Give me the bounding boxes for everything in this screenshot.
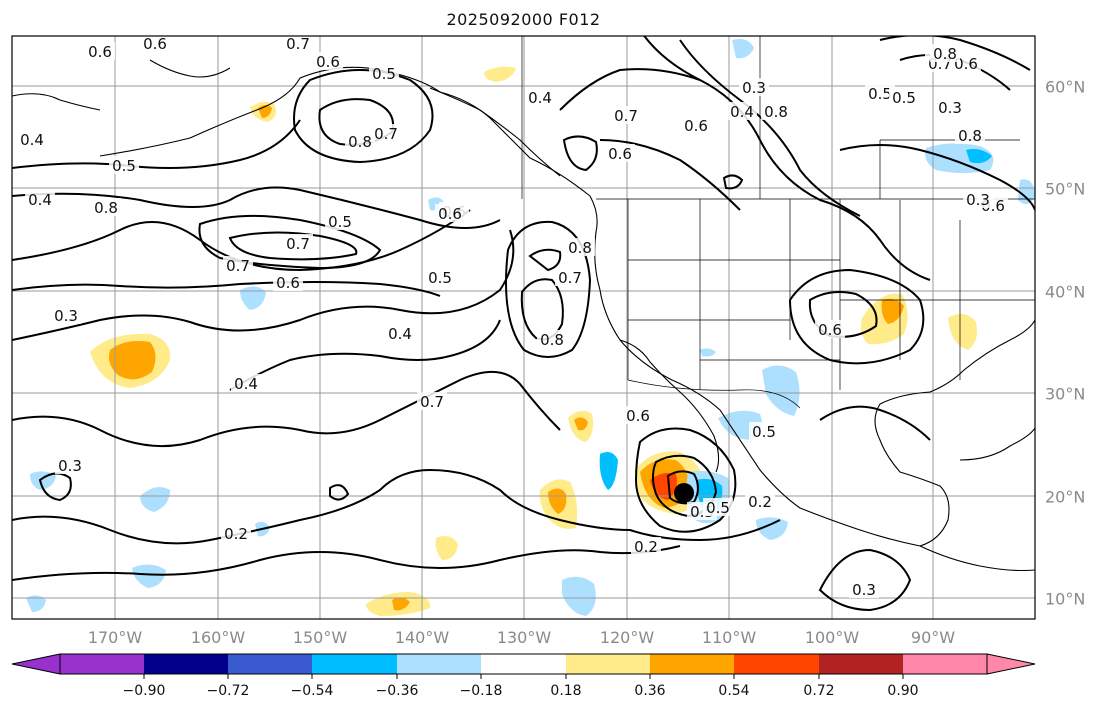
contour-label: 0.4	[28, 191, 52, 209]
contour-label: 0.7	[286, 35, 310, 53]
colorbar-tick-label: 0.90	[887, 683, 919, 699]
colorbar-segment	[144, 654, 228, 674]
colorbar-segment	[481, 654, 566, 674]
contour-label: 0.8	[348, 133, 372, 151]
contour-label: 0.5	[328, 213, 352, 231]
contour-label: 0.6	[143, 35, 167, 53]
map-title: 2025092000 F012	[446, 10, 601, 29]
contour-label: 0.6	[684, 117, 708, 135]
colorbar-segment	[734, 654, 819, 674]
lon-label: 130°W	[496, 628, 552, 647]
contour-label: 0.3	[742, 79, 766, 97]
lon-label: 170°W	[87, 628, 143, 647]
contour-label: 0.4	[528, 89, 552, 107]
lon-label: 120°W	[599, 628, 655, 647]
colorbar-tick-label: 0.18	[550, 683, 582, 699]
colorbar-segment	[228, 654, 312, 674]
contour-label: 0.5	[428, 269, 452, 287]
contour-label: 0.7	[558, 269, 582, 287]
lon-label: 150°W	[292, 628, 348, 647]
lat-label: 60°N	[1045, 77, 1086, 97]
colorbar-segment	[397, 654, 481, 674]
contour-label: 0.4	[388, 325, 412, 343]
contour-label: 0.6	[626, 407, 650, 425]
contour-label: 0.6	[438, 205, 462, 223]
contour-label: 0.8	[958, 127, 982, 145]
colorbar-segment	[650, 654, 734, 674]
storm-center-marker	[674, 483, 694, 503]
colorbar-segment	[312, 654, 397, 674]
lon-label: 100°W	[804, 628, 860, 647]
contour-label: 0.7	[374, 125, 398, 143]
contour-label: 0.8	[568, 239, 592, 257]
contour-label: 0.7	[614, 107, 638, 125]
colorbar-tick-label: −0.36	[375, 683, 419, 699]
contour-label: 0.3	[58, 457, 82, 475]
lat-label: 20°N	[1045, 487, 1086, 507]
lon-label: 140°W	[394, 628, 450, 647]
colorbar-tick-label: 0.54	[718, 683, 750, 699]
colorbar-segment	[903, 654, 987, 674]
contour-label: 0.6	[316, 53, 340, 71]
contour-label: 0.5	[112, 157, 136, 175]
colorbar-segments	[60, 654, 987, 674]
colorbar-low-extension	[11, 653, 61, 675]
colorbar-tick-label: −0.90	[122, 683, 166, 699]
contour-label: 0.2	[634, 538, 658, 556]
lat-label: 30°N	[1045, 384, 1086, 404]
map-frame	[11, 35, 1036, 620]
contour-label: 0.3	[938, 99, 962, 117]
contour-label: 0.5	[892, 89, 916, 107]
contour-label: 0.5	[752, 423, 776, 441]
colorbar-tick-label: −0.72	[206, 683, 250, 699]
contour-label: 0.3	[966, 191, 990, 209]
contour-label: 0.7	[286, 235, 310, 253]
political-borders	[521, 36, 1035, 409]
lat-label: 10°N	[1045, 589, 1086, 609]
contour-label: 0.3	[852, 581, 876, 599]
lon-label: 110°W	[701, 628, 757, 647]
contour-label: 0.8	[764, 103, 788, 121]
contour-label: 0.7	[226, 257, 250, 275]
colorbar-segment	[566, 654, 650, 674]
colorbar-segment	[60, 654, 144, 674]
contour-label: 0.2	[748, 493, 772, 511]
contour-label: 0.3	[54, 307, 78, 325]
lon-label: 160°W	[190, 628, 246, 647]
shading-layer	[26, 39, 1035, 616]
map-plot-area: 0.6 0.6 0.70.60.50.8 0.70.50.40.80.70.30.40…	[12, 35, 1035, 619]
contour-label: 0.8	[94, 199, 118, 217]
contour-label: 0.6	[818, 321, 842, 339]
contour-label: 0.4	[730, 103, 754, 121]
lat-label: 50°N	[1045, 179, 1086, 199]
contour-label: 0.2	[224, 525, 248, 543]
contour-label: 0.5	[372, 65, 396, 83]
lat-label: 40°N	[1045, 282, 1086, 302]
contour-label: 0.5	[706, 499, 730, 517]
contour-label: 0.6	[88, 43, 112, 61]
contour-label: 0.4	[20, 131, 44, 149]
lon-label: 90°W	[910, 628, 956, 647]
contour-label: 0.6	[954, 55, 978, 73]
contour-label: 0.8	[933, 45, 957, 63]
contour-label: 0.8	[540, 331, 564, 349]
colorbar	[11, 653, 1036, 679]
contour-label: 0.5	[868, 85, 892, 103]
colorbar-high-extension	[986, 653, 1036, 675]
colorbar-tick-label: 0.36	[634, 683, 666, 699]
colorbar-tick-label: −0.18	[459, 683, 503, 699]
colorbar-segment	[819, 654, 903, 674]
contour-label: 0.6	[276, 274, 300, 292]
colorbar-tick-label: 0.72	[803, 683, 835, 699]
colorbar-tick-label: −0.54	[290, 683, 334, 699]
contour-label: 0.4	[234, 375, 258, 393]
contour-label: 0.7	[420, 393, 444, 411]
contour-labels: 0.6 0.6 0.70.60.50.8 0.70.50.40.80.70.30.40…	[17, 35, 1008, 599]
contour-label: 0.6	[608, 145, 632, 163]
